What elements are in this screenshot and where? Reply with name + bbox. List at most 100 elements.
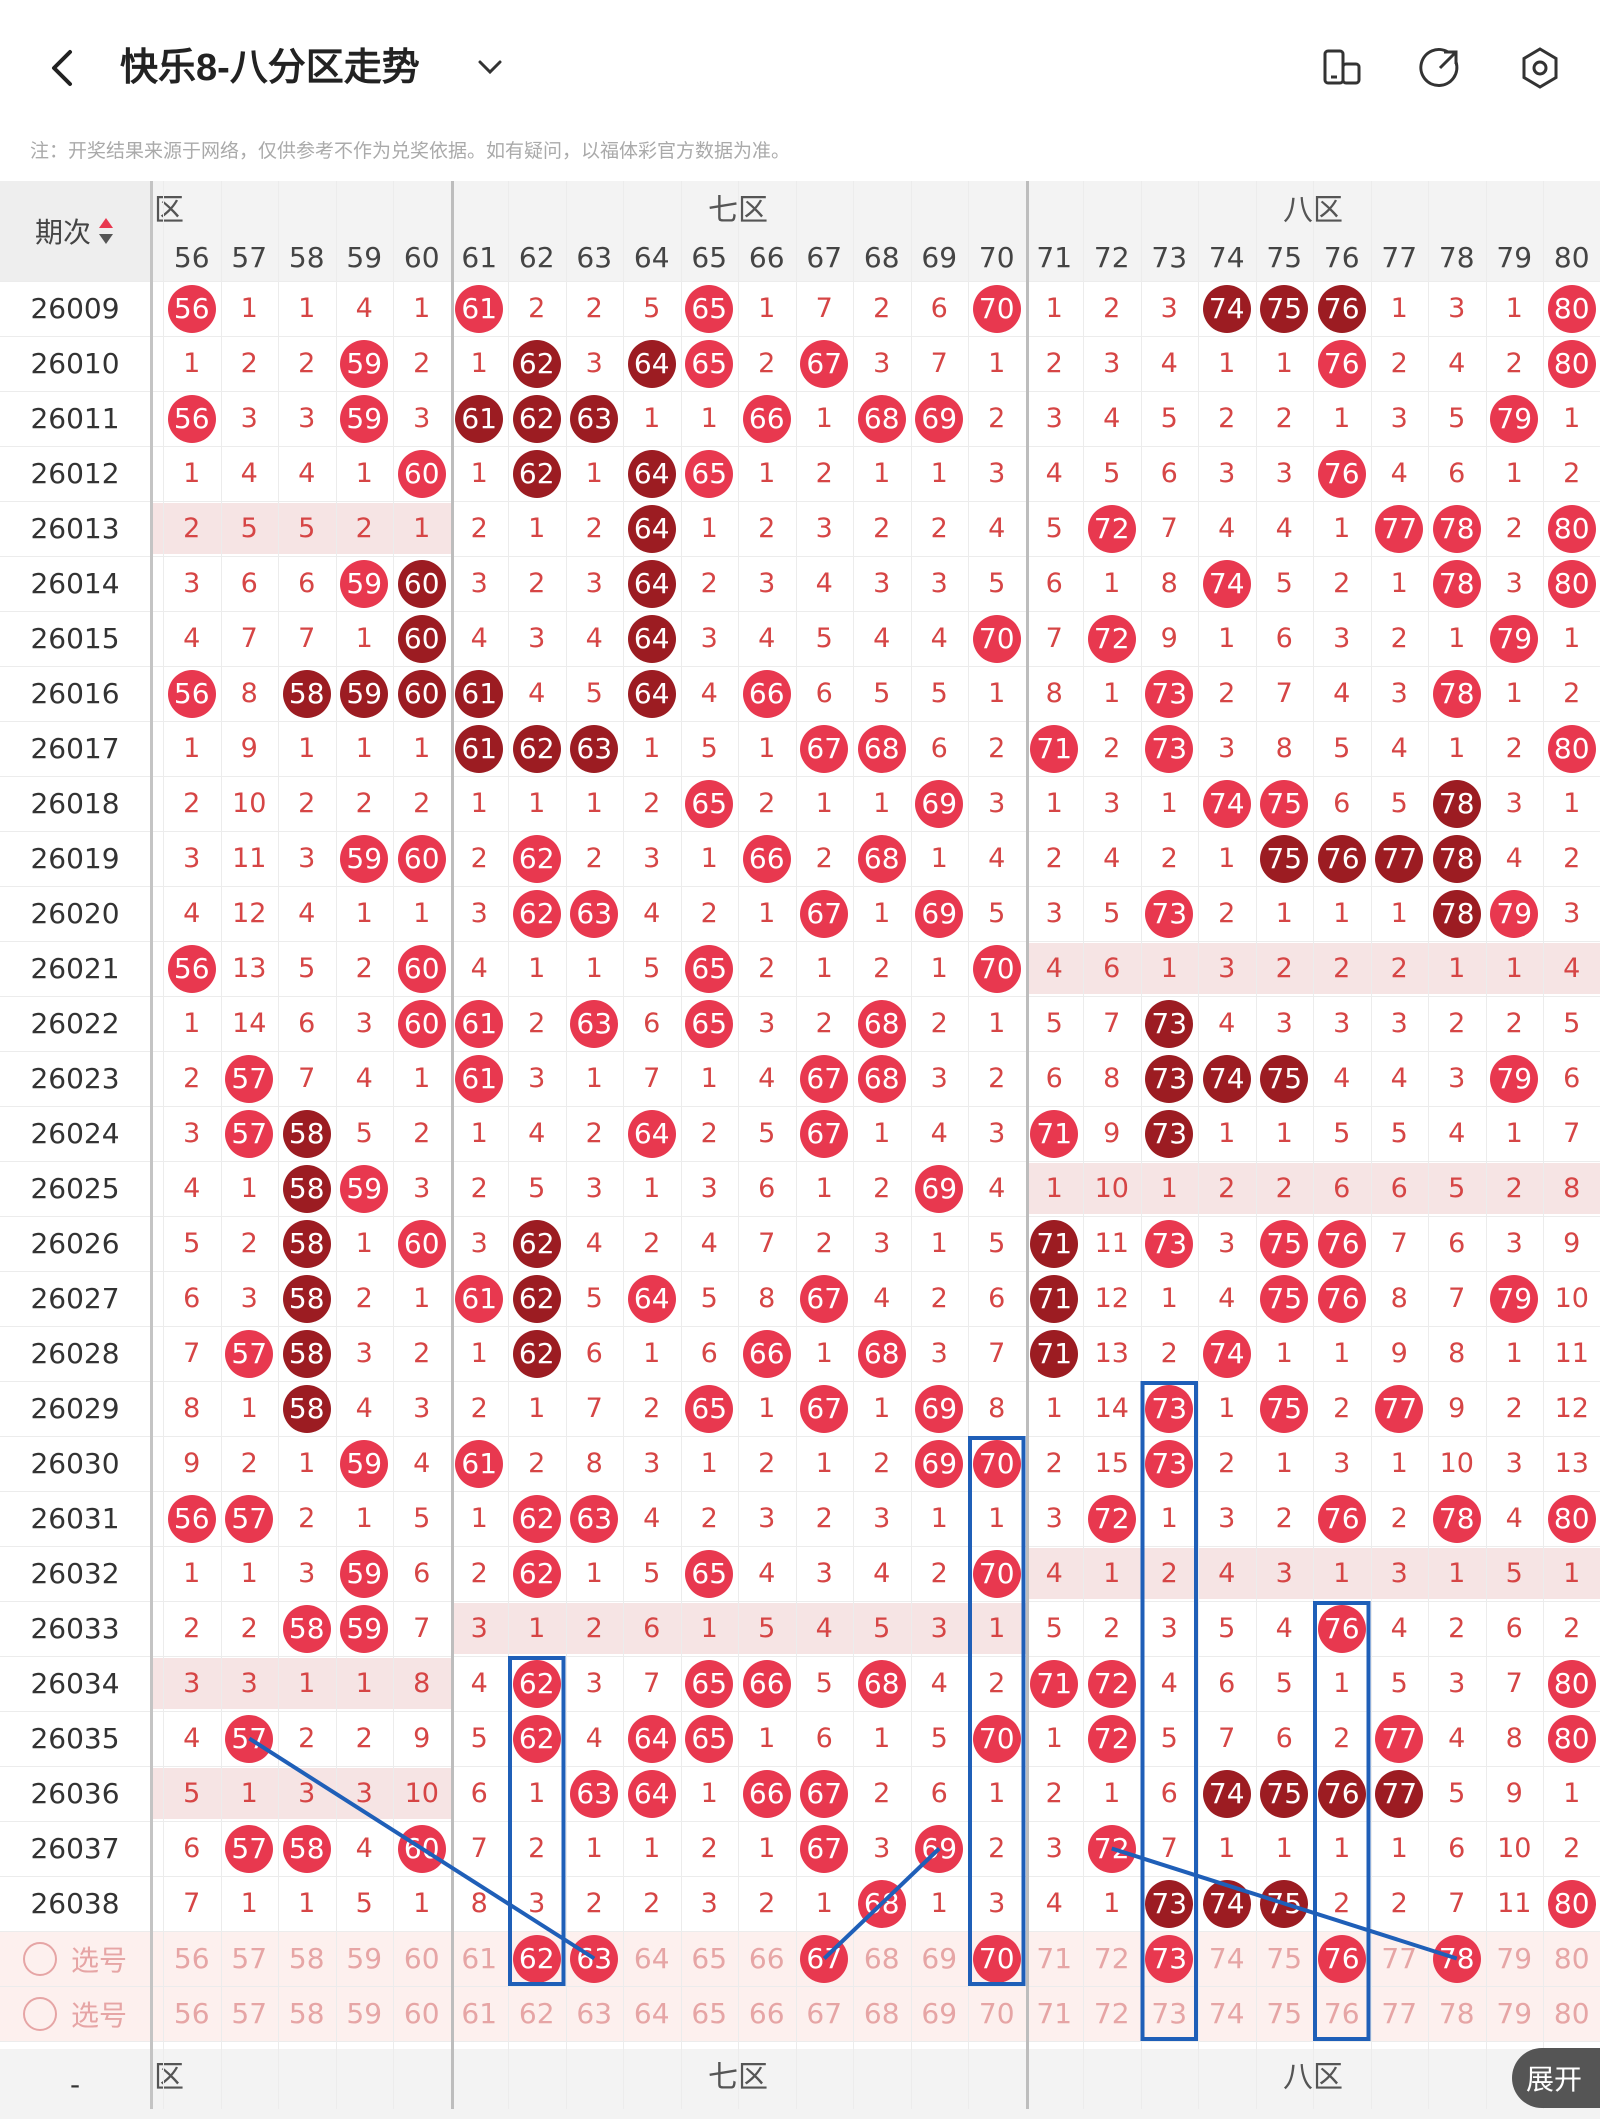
select-number[interactable]: 80 xyxy=(1543,1986,1600,2041)
share-icon[interactable] xyxy=(1418,46,1462,90)
select-number[interactable]: 70 xyxy=(968,1986,1026,2041)
select-number[interactable]: 57 xyxy=(221,1931,279,1986)
select-number[interactable]: 79 xyxy=(1486,1931,1544,1986)
ball-number: 67 xyxy=(800,1935,848,1983)
select-number[interactable]: 71 xyxy=(1026,1986,1084,2041)
select-row-toggle[interactable]: 选号 xyxy=(0,1986,150,2041)
select-number[interactable]: 74 xyxy=(1198,1986,1256,2041)
select-number[interactable]: 80 xyxy=(1543,1931,1600,1986)
issue-column-header[interactable]: 期次 xyxy=(0,181,150,281)
page-title[interactable]: 快乐8-八分区走势 xyxy=(120,44,420,92)
select-number[interactable]: 62 xyxy=(508,1986,566,2041)
select-number[interactable]: 60 xyxy=(393,1986,451,2041)
selected-ball[interactable]: 76 xyxy=(1313,1931,1371,1986)
drawn-ball: 78 xyxy=(1428,501,1486,556)
selected-ball[interactable]: 73 xyxy=(1141,1931,1199,1986)
selected-ball[interactable]: 67 xyxy=(796,1931,854,1986)
radio-circle-icon[interactable] xyxy=(23,1997,57,2031)
select-number[interactable]: 77 xyxy=(1371,1986,1429,2041)
sort-updown-icon[interactable] xyxy=(97,216,115,246)
select-number[interactable]: 65 xyxy=(681,1931,739,1986)
miss-count: 3 xyxy=(566,556,624,611)
miss-count: 3 xyxy=(163,1106,221,1161)
expand-button[interactable]: 展开 xyxy=(1512,2048,1600,2108)
select-number[interactable]: 69 xyxy=(911,1986,969,2041)
miss-count: 1 xyxy=(566,1546,624,1601)
select-number[interactable]: 76 xyxy=(1313,1986,1371,2041)
selected-ball[interactable]: 63 xyxy=(566,1931,624,1986)
select-number[interactable]: 75 xyxy=(1256,1986,1314,2041)
selected-ball[interactable]: 70 xyxy=(968,1931,1026,1986)
selected-ball[interactable]: 78 xyxy=(1428,1931,1486,1986)
select-row-toggle[interactable]: 选号 xyxy=(0,1931,150,1986)
miss-count: 4 xyxy=(163,1711,221,1766)
select-number[interactable]: 61 xyxy=(451,1931,509,1986)
miss-count: 9 xyxy=(221,721,279,776)
miss-count: 2 xyxy=(796,446,854,501)
radio-circle-icon[interactable] xyxy=(23,1942,57,1976)
miss-count: 2 xyxy=(508,281,566,336)
miss-count: 7 xyxy=(1543,1106,1600,1161)
ball-number: 73 xyxy=(1145,670,1193,718)
select-number[interactable]: 56 xyxy=(163,1931,221,1986)
select-number[interactable]: 66 xyxy=(738,1986,796,2041)
select-number[interactable]: 79 xyxy=(1486,1986,1544,2041)
select-number[interactable]: 73 xyxy=(1141,1986,1199,2041)
select-number[interactable]: 58 xyxy=(278,1986,336,2041)
drawn-ball: 74 xyxy=(1198,556,1256,611)
select-number[interactable]: 58 xyxy=(278,1931,336,1986)
select-number[interactable]: 66 xyxy=(738,1931,796,1986)
select-number[interactable]: 57 xyxy=(221,1986,279,2041)
select-number[interactable]: 59 xyxy=(336,1986,394,2041)
select-number[interactable]: 67 xyxy=(796,1986,854,2041)
selected-ball[interactable]: 62 xyxy=(508,1931,566,1986)
ball-number: 76 xyxy=(1318,1495,1366,1543)
miss-count: 2 xyxy=(278,336,336,391)
miss-count: 2 xyxy=(1543,1821,1600,1876)
ball-number: 70 xyxy=(973,1440,1021,1488)
miss-count: 6 xyxy=(278,996,336,1051)
ball-number: 58 xyxy=(283,1825,331,1873)
miss-count: 3 xyxy=(1198,1491,1256,1546)
select-number[interactable]: 78 xyxy=(1428,1986,1486,2041)
ball-number: 66 xyxy=(743,835,791,883)
drawn-ball: 59 xyxy=(336,666,394,721)
select-number[interactable]: 61 xyxy=(451,1986,509,2041)
select-number[interactable]: 63 xyxy=(566,1986,624,2041)
ball-number: 60 xyxy=(398,615,446,663)
select-number[interactable]: 69 xyxy=(911,1931,969,1986)
select-number[interactable]: 72 xyxy=(1083,1931,1141,1986)
miss-count: 2 xyxy=(566,1106,624,1161)
miss-count: 1 xyxy=(508,1601,566,1656)
select-number[interactable]: 75 xyxy=(1256,1931,1314,1986)
miss-count: 3 xyxy=(853,556,911,611)
miss-count: 1 xyxy=(738,1381,796,1436)
ball-number: 78 xyxy=(1433,560,1481,608)
miss-count: 2 xyxy=(1486,501,1544,556)
select-number[interactable]: 68 xyxy=(853,1931,911,1986)
miss-count: 6 xyxy=(163,1821,221,1876)
drawn-ball: 69 xyxy=(911,776,969,831)
select-number[interactable]: 64 xyxy=(623,1931,681,1986)
select-number[interactable]: 74 xyxy=(1198,1931,1256,1986)
miss-count: 9 xyxy=(1083,1106,1141,1161)
select-number[interactable]: 56 xyxy=(163,1986,221,2041)
chevron-down-icon[interactable] xyxy=(474,56,506,80)
select-number[interactable]: 60 xyxy=(393,1931,451,1986)
select-number[interactable]: 65 xyxy=(681,1986,739,2041)
select-number[interactable]: 59 xyxy=(336,1931,394,1986)
back-arrow-icon[interactable] xyxy=(44,46,80,90)
select-number[interactable]: 71 xyxy=(1026,1931,1084,1986)
settings-icon[interactable] xyxy=(1518,46,1562,90)
miss-count: 2 xyxy=(1313,556,1371,611)
ball-number: 69 xyxy=(915,395,963,443)
select-number[interactable]: 72 xyxy=(1083,1986,1141,2041)
miss-count: 6 xyxy=(968,1271,1026,1326)
drawn-ball: 76 xyxy=(1313,1601,1371,1656)
select-number[interactable]: 77 xyxy=(1371,1931,1429,1986)
drawn-ball: 67 xyxy=(796,886,854,941)
select-number[interactable]: 68 xyxy=(853,1986,911,2041)
miss-count: 1 xyxy=(1543,391,1600,446)
layout-toggle-icon[interactable] xyxy=(1320,46,1364,90)
select-number[interactable]: 64 xyxy=(623,1986,681,2041)
